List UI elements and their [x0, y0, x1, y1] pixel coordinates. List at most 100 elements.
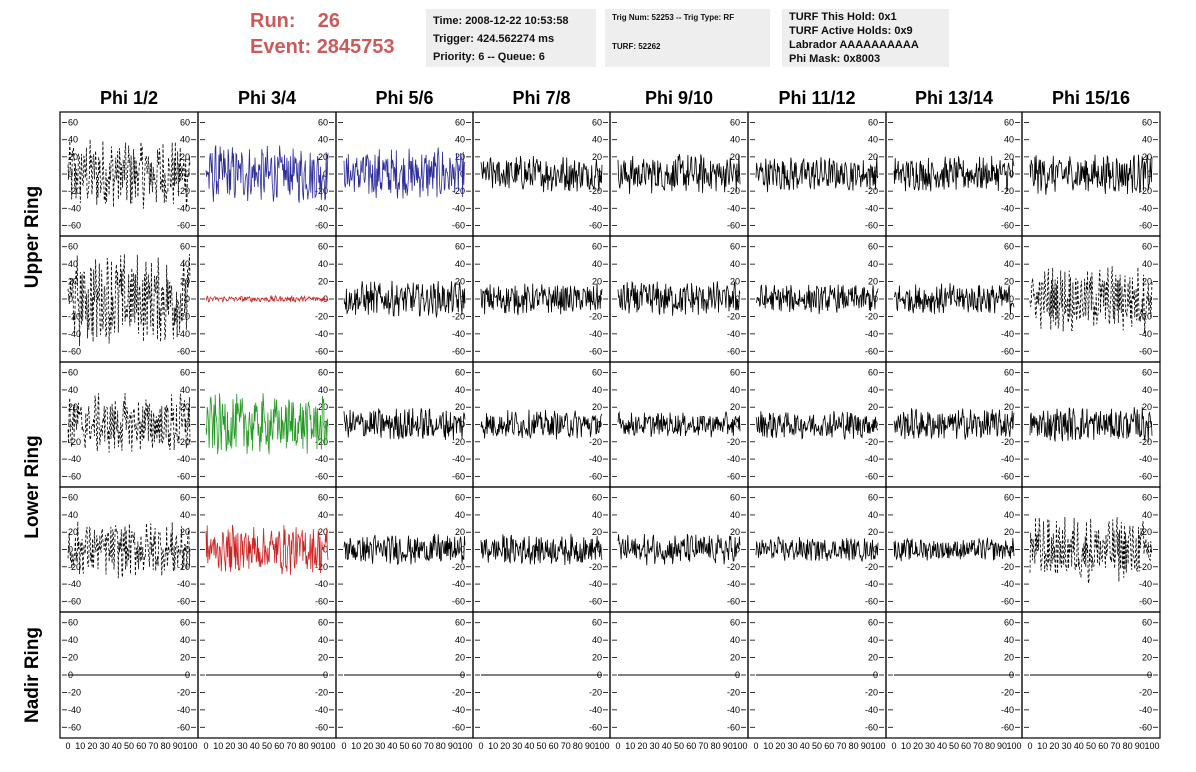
y-tick-label: 20 [455, 653, 465, 663]
y-tick-label: 60 [1142, 118, 1152, 128]
y-tick-label: -40 [177, 579, 190, 589]
y-tick-label: -40 [1139, 454, 1152, 464]
y-tick-label: 40 [318, 135, 328, 145]
y-tick-label: -40 [1139, 705, 1152, 715]
x-tick-label: 60 [412, 741, 422, 751]
y-tick-label: 20 [592, 402, 602, 412]
x-tick-label: 30 [100, 741, 110, 751]
panel-frame [335, 486, 474, 613]
x-tick-label: 20 [500, 741, 510, 751]
y-tick-label: 0 [185, 169, 190, 179]
y-tick-label: 20 [730, 277, 740, 287]
waveform-trace [756, 284, 879, 315]
x-tick-label: 30 [650, 741, 660, 751]
x-tick-label: 30 [788, 741, 798, 751]
x-tick-label: 40 [937, 741, 947, 751]
y-tick-label: 60 [180, 618, 190, 628]
y-tick-label: -60 [315, 220, 328, 230]
x-tick-label: 60 [136, 741, 146, 751]
y-tick-label: 0 [460, 420, 465, 430]
y-tick-label: -60 [865, 346, 878, 356]
y-tick-label: 40 [868, 135, 878, 145]
y-tick-label: -20 [452, 562, 465, 572]
x-tick-label: 10 [901, 741, 911, 751]
y-tick-label: -20 [1139, 687, 1152, 697]
x-tick-label: 50 [262, 741, 272, 751]
x-tick-label: 40 [800, 741, 810, 751]
x-tick-label: 100 [320, 741, 335, 751]
y-tick-label: 60 [68, 368, 78, 378]
y-tick-label: -60 [865, 471, 878, 481]
y-tick-label: 60 [592, 368, 602, 378]
y-tick-label: 0 [68, 169, 73, 179]
y-tick-label: 40 [868, 385, 878, 395]
y-tick-label: 20 [868, 152, 878, 162]
y-tick-label: -20 [315, 687, 328, 697]
y-tick-label: 60 [868, 493, 878, 503]
y-tick-label: 0 [735, 420, 740, 430]
y-tick-label: -20 [727, 437, 740, 447]
x-tick-label: 60 [686, 741, 696, 751]
y-tick-label: 40 [68, 135, 78, 145]
y-tick-label: 20 [318, 277, 328, 287]
y-tick-label: 60 [868, 242, 878, 252]
y-tick-label: -40 [1001, 579, 1014, 589]
trigger-info-box: Trig Num: 52253 -- Trig Type: RF TURF: 5… [605, 9, 770, 67]
y-tick-label: 40 [1004, 510, 1014, 520]
panel-frame [59, 361, 199, 488]
waveform-trace [480, 409, 603, 440]
time-text: Time: 2008-12-22 10:53:58 [433, 15, 569, 27]
y-tick-label: -60 [589, 722, 602, 732]
turf-info-box: TURF This Hold: 0x1 TURF Active Holds: 0… [782, 9, 949, 67]
y-tick-label: -60 [68, 596, 81, 606]
y-tick-label: -40 [315, 454, 328, 464]
y-tick-label: 0 [1147, 294, 1152, 304]
y-tick-label: 40 [68, 635, 78, 645]
x-tick-label: 50 [399, 741, 409, 751]
y-tick-label: 40 [730, 259, 740, 269]
turf-this-hold-text: TURF This Hold: 0x1 [789, 11, 897, 23]
x-tick-label: 80 [161, 741, 171, 751]
x-tick-label: 90 [1135, 741, 1145, 751]
waveform-trace [67, 253, 191, 347]
y-tick-label: -60 [452, 346, 465, 356]
y-tick-label: -40 [315, 705, 328, 715]
y-tick-label: 0 [1009, 169, 1014, 179]
y-tick-label: -60 [452, 220, 465, 230]
y-tick-label: 20 [730, 152, 740, 162]
priority-text: Priority: 6 -- Queue: 6 [433, 51, 545, 63]
x-tick-label: 80 [849, 741, 859, 751]
column-header: Phi 5/6 [375, 88, 433, 108]
x-tick-label: 40 [524, 741, 534, 751]
y-tick-label: -40 [1001, 705, 1014, 715]
x-tick-label: 50 [124, 741, 134, 751]
panel-frame [609, 111, 749, 237]
y-tick-label: -20 [1139, 186, 1152, 196]
y-tick-label: 20 [1142, 402, 1152, 412]
y-tick-label: 0 [68, 294, 73, 304]
y-tick-label: 40 [868, 510, 878, 520]
y-tick-label: 20 [180, 277, 190, 287]
waveform-trace [67, 521, 191, 579]
y-tick-label: 40 [1142, 385, 1152, 395]
waveform-trace [67, 139, 191, 209]
y-tick-label: 20 [1004, 152, 1014, 162]
y-tick-label: -20 [727, 311, 740, 321]
x-tick-label: 100 [1144, 741, 1159, 751]
y-tick-label: -20 [177, 311, 190, 321]
waveform-trace [205, 145, 329, 203]
y-tick-label: -60 [68, 722, 81, 732]
x-tick-label: 90 [997, 741, 1007, 751]
y-tick-label: 0 [1147, 420, 1152, 430]
waveform-trace [617, 280, 741, 316]
y-tick-label: -40 [315, 203, 328, 213]
x-tick-label: 100 [1006, 741, 1021, 751]
x-tick-label: 80 [711, 741, 721, 751]
x-tick-label: 10 [625, 741, 635, 751]
x-tick-label: 30 [375, 741, 385, 751]
waveform-trace [893, 408, 1015, 440]
y-tick-label: 40 [318, 259, 328, 269]
y-tick-label: 60 [592, 242, 602, 252]
column-header: Phi 7/8 [512, 88, 570, 108]
y-tick-label: -20 [68, 562, 81, 572]
